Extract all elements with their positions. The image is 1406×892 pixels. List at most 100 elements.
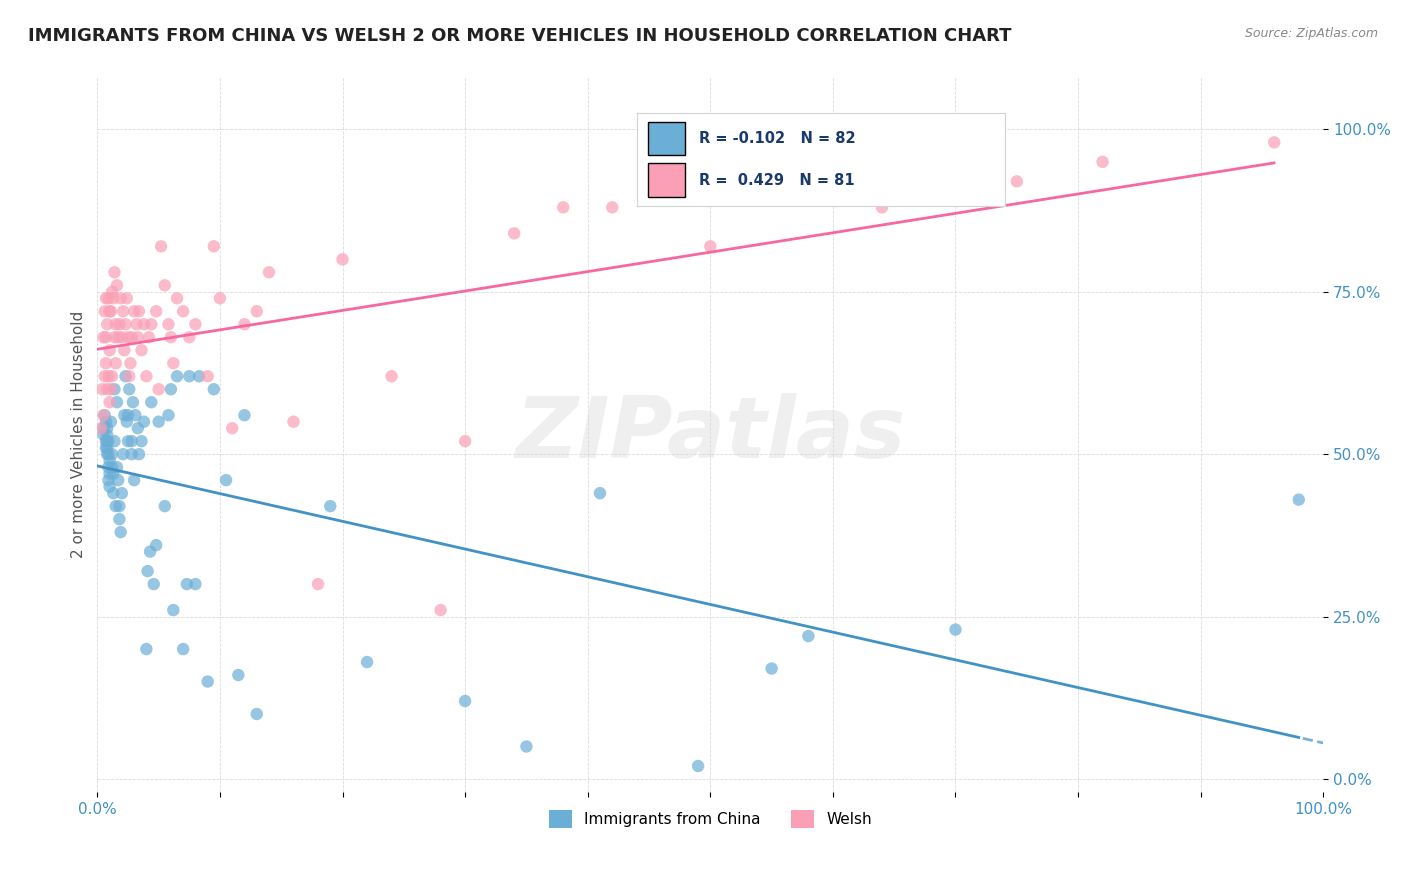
Point — [184, 318, 207, 332]
Point — [160, 382, 183, 396]
Point — [103, 291, 125, 305]
Point — [112, 304, 135, 318]
Point — [124, 408, 146, 422]
Point — [101, 447, 124, 461]
Point — [98, 453, 121, 467]
Point — [93, 408, 115, 422]
Point — [112, 447, 135, 461]
Point — [131, 343, 153, 358]
Point — [96, 434, 118, 449]
Point — [104, 356, 127, 370]
Point — [112, 408, 135, 422]
Point — [429, 603, 451, 617]
Point — [94, 291, 117, 305]
Point — [141, 318, 163, 332]
Point — [103, 434, 125, 449]
Point — [188, 369, 211, 384]
Point — [208, 291, 231, 305]
Point — [122, 473, 145, 487]
Point — [160, 330, 183, 344]
Point — [148, 415, 170, 429]
Point — [122, 304, 145, 318]
Point — [184, 577, 207, 591]
Point — [233, 408, 256, 422]
Point — [114, 318, 136, 332]
Point — [454, 434, 477, 449]
Point — [157, 408, 180, 422]
Point — [381, 369, 404, 384]
Point — [132, 318, 155, 332]
Point — [93, 330, 115, 344]
Point — [233, 318, 256, 332]
Point — [100, 415, 122, 429]
Point — [98, 304, 121, 318]
Point — [138, 330, 160, 344]
Point — [503, 227, 526, 241]
Point — [108, 499, 131, 513]
Point — [98, 343, 121, 358]
Point — [93, 369, 115, 384]
Point — [179, 330, 201, 344]
Point — [197, 674, 219, 689]
Point — [101, 285, 124, 299]
Point — [797, 629, 820, 643]
Point — [148, 382, 170, 396]
Point — [356, 655, 378, 669]
Point — [103, 486, 125, 500]
Point — [699, 239, 721, 253]
Point — [128, 447, 150, 461]
Point — [97, 447, 120, 461]
Point — [748, 187, 770, 202]
Point — [283, 415, 305, 429]
Point — [1091, 154, 1114, 169]
Point — [125, 318, 148, 332]
Point — [96, 382, 118, 396]
Point — [97, 473, 120, 487]
Point — [115, 291, 138, 305]
Point — [115, 415, 138, 429]
Point — [172, 642, 194, 657]
Point — [97, 369, 120, 384]
Point — [127, 330, 149, 344]
Point — [202, 382, 225, 396]
Point — [94, 356, 117, 370]
Point — [104, 499, 127, 513]
Point — [332, 252, 354, 267]
Point — [157, 318, 180, 332]
Point — [108, 512, 131, 526]
Point — [112, 343, 135, 358]
Y-axis label: 2 or more Vehicles in Household: 2 or more Vehicles in Household — [72, 311, 86, 558]
Point — [98, 467, 121, 481]
Point — [135, 369, 157, 384]
Point — [132, 415, 155, 429]
Point — [110, 291, 132, 305]
Point — [93, 304, 115, 318]
Point — [686, 759, 709, 773]
Point — [104, 318, 127, 332]
Point — [128, 304, 150, 318]
Point — [93, 421, 115, 435]
Point — [142, 577, 165, 591]
Point — [98, 480, 121, 494]
Point — [202, 239, 225, 253]
Point — [121, 330, 143, 344]
Point — [135, 642, 157, 657]
Point — [96, 318, 118, 332]
Point — [166, 291, 188, 305]
Point — [120, 356, 142, 370]
Point — [136, 564, 159, 578]
Point — [127, 421, 149, 435]
Point — [761, 661, 783, 675]
Point — [141, 395, 163, 409]
Point — [94, 434, 117, 449]
Point — [107, 473, 129, 487]
Point — [101, 369, 124, 384]
Text: Source: ZipAtlas.com: Source: ZipAtlas.com — [1244, 27, 1378, 40]
Point — [145, 304, 167, 318]
Point — [162, 603, 184, 617]
Legend: Immigrants from China, Welsh: Immigrants from China, Welsh — [543, 804, 877, 834]
Point — [103, 330, 125, 344]
Point — [117, 408, 139, 422]
Point — [1288, 492, 1310, 507]
Point — [215, 473, 238, 487]
